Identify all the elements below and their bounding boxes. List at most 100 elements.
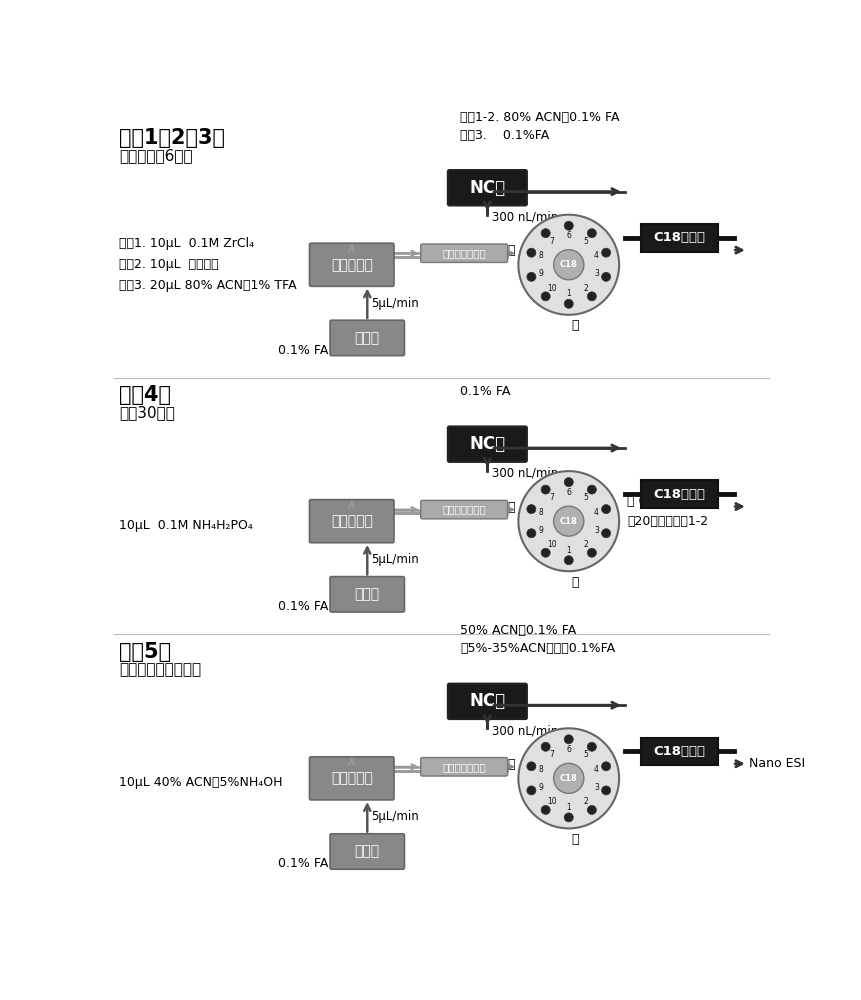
- Circle shape: [587, 485, 597, 494]
- Text: 每步骤运行6分钟: 每步骤运行6分钟: [120, 148, 193, 163]
- Circle shape: [541, 485, 550, 494]
- Circle shape: [587, 292, 597, 301]
- Text: 4: 4: [594, 251, 599, 260]
- Text: 上样泵: 上样泵: [355, 331, 380, 345]
- Text: 5μL/min: 5μL/min: [371, 810, 418, 823]
- FancyBboxPatch shape: [641, 480, 718, 508]
- Text: 磷酸化肽捕获柱: 磷酸化肽捕获柱: [443, 248, 486, 258]
- Text: 9: 9: [538, 269, 543, 278]
- Text: 3: 3: [594, 783, 599, 792]
- Circle shape: [602, 505, 610, 514]
- Circle shape: [564, 221, 573, 230]
- Circle shape: [564, 735, 573, 744]
- Circle shape: [527, 786, 536, 795]
- Circle shape: [518, 215, 619, 315]
- Text: C18: C18: [560, 774, 578, 783]
- Text: 1: 1: [567, 803, 571, 812]
- FancyBboxPatch shape: [421, 758, 507, 776]
- Circle shape: [554, 506, 584, 536]
- Text: 废: 废: [571, 319, 579, 332]
- Text: 5μL/min: 5μL/min: [371, 553, 418, 566]
- FancyBboxPatch shape: [448, 684, 527, 719]
- Text: 第 0 分钟切阀至1-10
第20分钟切阀至1-2: 第 0 分钟切阀至1-10 第20分钟切阀至1-2: [627, 495, 716, 528]
- Text: 9: 9: [538, 526, 543, 535]
- FancyBboxPatch shape: [421, 500, 507, 519]
- Text: 1: 1: [567, 289, 571, 298]
- FancyBboxPatch shape: [330, 577, 405, 612]
- Text: 0.1% FA: 0.1% FA: [278, 857, 329, 870]
- Text: 5: 5: [584, 750, 588, 759]
- Text: 磷酸化肽捕获柱: 磷酸化肽捕获柱: [443, 505, 486, 515]
- FancyBboxPatch shape: [309, 243, 394, 286]
- Text: 运行30分钟: 运行30分钟: [120, 405, 175, 420]
- Text: 废: 废: [571, 833, 579, 846]
- Circle shape: [602, 248, 610, 257]
- Text: 3: 3: [594, 269, 599, 278]
- Text: 废: 废: [508, 501, 515, 514]
- Circle shape: [527, 505, 536, 514]
- Text: 4: 4: [594, 765, 599, 774]
- FancyBboxPatch shape: [309, 500, 394, 543]
- Text: 步骤4：: 步骤4：: [120, 385, 171, 405]
- Text: 8: 8: [539, 251, 543, 260]
- Circle shape: [527, 272, 536, 281]
- Text: C18: C18: [560, 260, 578, 269]
- Text: 自动进样器: 自动进样器: [331, 771, 373, 785]
- Text: 步骤1-2. 80% ACN、0.1% FA
步骤3.    0.1%FA: 步骤1-2. 80% ACN、0.1% FA 步骤3. 0.1%FA: [461, 111, 620, 142]
- Circle shape: [564, 813, 573, 822]
- Circle shape: [541, 742, 550, 751]
- Text: 上样泵: 上样泵: [355, 844, 380, 858]
- FancyBboxPatch shape: [421, 244, 507, 262]
- Text: 7: 7: [549, 237, 554, 246]
- Text: 8: 8: [539, 765, 543, 774]
- Text: 7: 7: [549, 493, 554, 502]
- Text: 运行时间视分析需求: 运行时间视分析需求: [120, 662, 201, 677]
- Text: 6: 6: [567, 745, 571, 754]
- Text: 50% ACN、0.1% FA
或5%-35%ACN梯度、0.1%FA: 50% ACN、0.1% FA 或5%-35%ACN梯度、0.1%FA: [461, 624, 616, 655]
- Text: 2: 2: [584, 284, 588, 293]
- Circle shape: [564, 299, 573, 308]
- Text: 300 nL/min: 300 nL/min: [492, 211, 558, 224]
- Text: 废: 废: [571, 576, 579, 589]
- Text: 10: 10: [547, 540, 556, 549]
- Text: 0.1% FA: 0.1% FA: [461, 385, 511, 398]
- Text: 步骤1、2、3：: 步骤1、2、3：: [120, 128, 226, 148]
- Text: 10: 10: [547, 284, 556, 293]
- FancyBboxPatch shape: [330, 320, 405, 356]
- Circle shape: [554, 250, 584, 280]
- Circle shape: [587, 805, 597, 814]
- Text: 自动进样器: 自动进样器: [331, 514, 373, 528]
- Text: NC泵: NC泵: [469, 179, 505, 197]
- Text: Nano ESI: Nano ESI: [749, 757, 805, 770]
- Text: 6: 6: [567, 488, 571, 497]
- Text: 废: 废: [508, 758, 515, 771]
- Circle shape: [587, 548, 597, 557]
- Circle shape: [602, 786, 610, 795]
- FancyBboxPatch shape: [309, 757, 394, 800]
- Circle shape: [541, 292, 550, 301]
- Circle shape: [527, 248, 536, 257]
- Circle shape: [564, 556, 573, 565]
- Text: 上样泵: 上样泵: [355, 587, 380, 601]
- Circle shape: [527, 762, 536, 771]
- FancyBboxPatch shape: [448, 426, 527, 462]
- Text: C18: C18: [560, 517, 578, 526]
- FancyBboxPatch shape: [448, 170, 527, 205]
- Circle shape: [541, 548, 550, 557]
- Text: C18分析柱: C18分析柱: [653, 745, 705, 758]
- Text: 5: 5: [584, 237, 588, 246]
- Text: 6: 6: [567, 231, 571, 240]
- FancyBboxPatch shape: [641, 738, 718, 765]
- Text: 300 nL/min: 300 nL/min: [492, 467, 558, 480]
- Circle shape: [587, 229, 597, 238]
- Text: C18分析柱: C18分析柱: [653, 488, 705, 501]
- Text: 4: 4: [594, 508, 599, 517]
- Text: 300 nL/min: 300 nL/min: [492, 724, 558, 737]
- Text: 自动进样器: 自动进样器: [331, 258, 373, 272]
- Text: 2: 2: [584, 797, 588, 806]
- Circle shape: [602, 272, 610, 281]
- Text: 5: 5: [584, 493, 588, 502]
- Text: 5μL/min: 5μL/min: [371, 297, 418, 310]
- Text: 10μL 40% ACN、5%NH₄OH: 10μL 40% ACN、5%NH₄OH: [120, 776, 282, 789]
- Circle shape: [541, 229, 550, 238]
